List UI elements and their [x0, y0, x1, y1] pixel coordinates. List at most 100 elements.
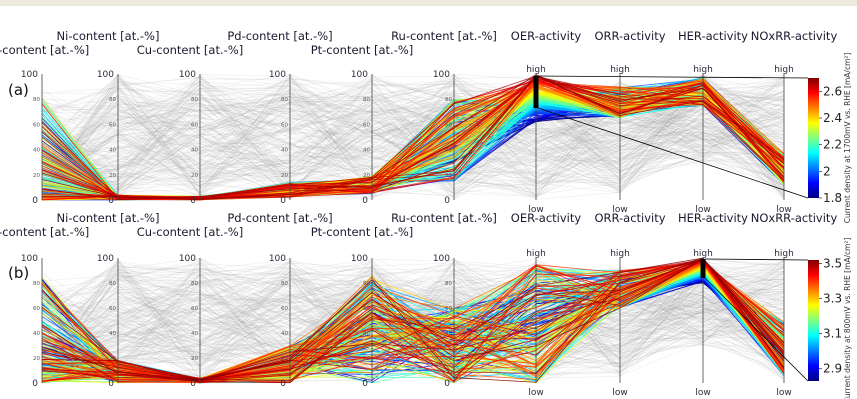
context-line: [41, 265, 785, 366]
tick-label-top: high: [774, 65, 794, 75]
axis-oer[interactable]: high low OER-activity: [511, 211, 582, 398]
axis-cu[interactable]: 20 40 60 80 100 0 Cu-content [at.-%]: [137, 225, 243, 389]
axis-pt[interactable]: 20 40 60 80 100 0 Pt-content [at.-%]: [311, 225, 414, 389]
context-line: [41, 90, 785, 168]
context-line: [41, 97, 785, 198]
context-line: [41, 83, 785, 167]
tick-label-top: high: [610, 65, 630, 75]
axis-pd[interactable]: 20 40 60 80 100 0 Pd-content [at.-%]: [227, 211, 332, 389]
minor-tick-label: 80: [191, 281, 198, 287]
context-line: [41, 274, 785, 381]
minor-tick-label: 20: [445, 173, 452, 179]
tick-label-bottom: 0: [190, 196, 196, 206]
context-line: [41, 74, 785, 192]
minor-tick-label: 60: [445, 306, 452, 312]
minor-tick-label: 80: [109, 97, 116, 103]
context-line: [41, 81, 785, 167]
context-line: [41, 89, 785, 185]
axis-ru[interactable]: 20 40 60 80 100 0 Ru-content [at.-%]: [391, 211, 497, 389]
context-line: [41, 258, 785, 376]
axis-noxrr[interactable]: high low NOxRR-activity: [751, 29, 838, 215]
context-line: [41, 73, 785, 196]
context-line: [41, 81, 785, 193]
axis-her[interactable]: high low HER-activity: [678, 211, 748, 398]
tick-label-bottom: low: [528, 388, 543, 398]
context-line: [41, 275, 785, 375]
context-line: [41, 273, 785, 375]
axis-title: Pd-content [at.-%]: [227, 211, 332, 225]
tick-label-top: 100: [97, 254, 114, 264]
context-line: [41, 266, 785, 372]
axis-ir[interactable]: 20 40 60 80 100 0 Ir-content [at.-%]: [0, 225, 89, 389]
axis-orr[interactable]: high low ORR-activity: [594, 211, 665, 398]
context-line: [41, 274, 785, 377]
minor-tick-label: 20: [191, 173, 198, 179]
axis-title: OER-activity: [511, 211, 582, 225]
axis-title: Ir-content [at.-%]: [0, 225, 89, 239]
context-line: [41, 264, 785, 383]
context-line: [41, 264, 785, 378]
context-line: [41, 271, 785, 371]
context-line: [41, 101, 785, 199]
tick-label-top: 100: [97, 70, 114, 80]
axis-title: Cu-content [at.-%]: [137, 225, 243, 239]
tick-label-bottom: low: [612, 205, 627, 215]
brush-selection[interactable]: [700, 259, 706, 278]
axis-her[interactable]: high low HER-activity: [678, 29, 748, 215]
context-line: [41, 281, 785, 379]
minor-tick-label: 40: [363, 148, 370, 154]
context-line: [41, 286, 785, 379]
axis-ir[interactable]: 20 40 60 80 100 0 Ir-content [at.-%]: [0, 43, 89, 206]
axis-ru[interactable]: 20 40 60 80 100 0 Ru-content [at.-%]: [391, 29, 497, 206]
context-line: [41, 80, 785, 183]
context-line: [41, 97, 785, 187]
axis-ni[interactable]: 20 40 60 80 100 0 Ni-content [at.-%]: [57, 29, 160, 206]
axis-pd[interactable]: 20 40 60 80 100 0 Pd-content [at.-%]: [227, 29, 332, 206]
minor-tick-label: 60: [109, 306, 116, 312]
tick-label-top: 100: [351, 70, 368, 80]
tick-label-bottom: 0: [190, 379, 196, 389]
context-line: [41, 90, 785, 200]
minor-tick-label: 20: [109, 173, 116, 179]
axis-title: Ir-content [at.-%]: [0, 43, 89, 57]
axis-pt[interactable]: 20 40 60 80 100 0 Pt-content [at.-%]: [311, 43, 414, 206]
context-line: [41, 74, 785, 187]
panel-label: (a): [8, 81, 29, 99]
context-line: [41, 269, 785, 375]
axis-title: HER-activity: [678, 211, 748, 225]
context-line: [41, 78, 785, 183]
context-line: [41, 80, 785, 185]
context-line: [41, 97, 785, 196]
colorbar: [808, 260, 819, 381]
axis-noxrr[interactable]: high low NOxRR-activity: [751, 211, 838, 398]
context-line: [41, 271, 785, 375]
context-line: [41, 82, 785, 200]
context-line: [41, 270, 785, 384]
context-line: [41, 97, 785, 197]
colorbar-tick-label: 2.4: [823, 111, 842, 125]
context-line: [41, 80, 785, 198]
top-rule: [0, 0, 857, 6]
axis-title: Pt-content [at.-%]: [311, 43, 414, 57]
context-line: [41, 75, 785, 199]
tick-label-top: 100: [179, 254, 196, 264]
highlighted-line: [41, 77, 785, 201]
context-line: [41, 75, 785, 199]
axis-cu[interactable]: 20 40 60 80 100 0 Cu-content [at.-%]: [137, 43, 243, 206]
axis-title: NOxRR-activity: [751, 211, 838, 225]
context-line: [41, 82, 785, 180]
context-line: [41, 298, 785, 384]
minor-tick-label: 80: [33, 97, 40, 103]
context-line: [41, 272, 785, 379]
context-line: [41, 78, 785, 199]
minor-tick-label: 60: [363, 306, 370, 312]
tick-label-top: high: [610, 249, 630, 259]
context-line: [41, 91, 785, 151]
axis-ni[interactable]: 20 40 60 80 100 0 Ni-content [at.-%]: [57, 211, 160, 389]
brush-selection[interactable]: [533, 76, 539, 108]
tick-label-top: 100: [269, 70, 286, 80]
minor-tick-label: 80: [445, 281, 452, 287]
context-line: [41, 83, 785, 192]
zoom-connector: [537, 75, 809, 79]
axis-orr[interactable]: high low ORR-activity: [594, 29, 665, 215]
